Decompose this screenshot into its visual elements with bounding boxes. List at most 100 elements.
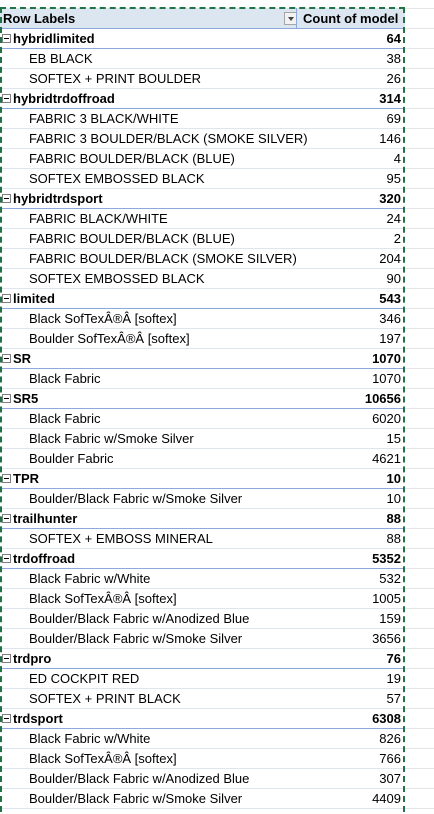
item-label: EB BLACK [29, 51, 93, 66]
pivot-group-row[interactable]: SR5 10656 [0, 389, 405, 409]
item-count: 2 [393, 231, 401, 246]
pivot-item-row[interactable]: SOFTEX + EMBOSS MINERAL 88 [0, 529, 405, 549]
gridline [405, 328, 434, 329]
row-labels-header[interactable]: Row Labels [3, 11, 76, 26]
item-count: 4 [393, 151, 401, 166]
group-total: 1070 [372, 351, 401, 366]
collapse-icon[interactable] [2, 354, 11, 364]
adjacent-column[interactable] [405, 0, 434, 814]
collapse-icon[interactable] [2, 394, 11, 404]
item-label: SOFTEX EMBOSSED BLACK [29, 171, 205, 186]
gridline [405, 8, 434, 9]
gridline [405, 668, 434, 669]
gridline [405, 748, 434, 749]
pivot-group-row[interactable]: hybridtrdoffroad 314 [0, 89, 405, 109]
item-count: 15 [386, 431, 401, 446]
group-total: 10 [386, 471, 401, 486]
item-label: Black SofTexÂ®Â [softex] [29, 751, 177, 766]
pivot-item-row[interactable]: Black Fabric 6020 [0, 409, 405, 429]
pivot-item-row[interactable]: SOFTEX EMBOSSED BLACK 90 [0, 269, 405, 289]
group-label: limited [2, 289, 55, 309]
gridline [405, 128, 434, 129]
pivot-table[interactable]: Row Labels Count of model hybridlimited 6… [0, 8, 405, 809]
group-total: 5352 [372, 551, 401, 566]
item-label: SOFTEX + PRINT BOULDER [29, 71, 202, 86]
pivot-item-row[interactable]: Boulder Fabric 4621 [0, 449, 405, 469]
gridline [405, 188, 434, 189]
pivot-item-row[interactable]: FABRIC BOULDER/BLACK (BLUE) 2 [0, 229, 405, 249]
gridline [405, 308, 434, 309]
gridline [405, 708, 434, 709]
pivot-item-row[interactable]: Boulder SofTexÂ®Â [softex] 197 [0, 329, 405, 349]
pivot-item-row[interactable]: FABRIC BOULDER/BLACK (SMOKE SILVER) 204 [0, 249, 405, 269]
count-header[interactable]: Count of model [303, 11, 399, 26]
pivot-item-row[interactable]: SOFTEX + PRINT BLACK 57 [0, 689, 405, 709]
group-label: trdsport [2, 709, 63, 729]
collapse-icon[interactable] [2, 554, 11, 564]
pivot-group-row[interactable]: hybridtrdsport 320 [0, 189, 405, 209]
collapse-icon[interactable] [2, 654, 11, 664]
group-label: hybridtrdsport [2, 189, 103, 209]
pivot-group-row[interactable]: trdsport 6308 [0, 709, 405, 729]
pivot-group-row[interactable]: trdpro 76 [0, 649, 405, 669]
collapse-icon[interactable] [2, 194, 11, 204]
pivot-item-row[interactable]: Boulder/Black Fabric w/Smoke Silver 3656 [0, 629, 405, 649]
collapse-icon[interactable] [2, 294, 11, 304]
pivot-item-row[interactable]: FABRIC 3 BLACK/WHITE 69 [0, 109, 405, 129]
item-label: Boulder Fabric [29, 451, 114, 466]
collapse-icon[interactable] [2, 514, 11, 524]
pivot-item-row[interactable]: FABRIC BLACK/WHITE 24 [0, 209, 405, 229]
item-count: 26 [386, 71, 401, 86]
collapse-icon[interactable] [2, 714, 11, 724]
pivot-item-row[interactable]: Black Fabric 1070 [0, 369, 405, 389]
item-count: 10 [386, 491, 401, 506]
pivot-item-row[interactable]: Boulder/Black Fabric w/Anodized Blue 159 [0, 609, 405, 629]
pivot-item-row[interactable]: FABRIC BOULDER/BLACK (BLUE) 4 [0, 149, 405, 169]
pivot-item-row[interactable]: EB BLACK 38 [0, 49, 405, 69]
item-label: Black Fabric [29, 411, 101, 426]
pivot-group-row[interactable]: TPR 10 [0, 469, 405, 489]
pivot-item-row[interactable]: Black Fabric w/White 532 [0, 569, 405, 589]
collapse-icon[interactable] [2, 34, 11, 44]
group-label: hybridlimited [2, 29, 95, 49]
pivot-group-row[interactable]: limited 543 [0, 289, 405, 309]
item-label: FABRIC 3 BOULDER/BLACK (SMOKE SILVER) [29, 131, 308, 146]
item-label: SOFTEX EMBOSSED BLACK [29, 271, 205, 286]
gridline [405, 788, 434, 789]
item-label: Boulder/Black Fabric w/Smoke Silver [29, 791, 243, 806]
pivot-item-row[interactable]: ED COCKPIT RED 19 [0, 669, 405, 689]
group-total: 320 [379, 191, 401, 206]
item-label: FABRIC BLACK/WHITE [29, 211, 168, 226]
pivot-group-row[interactable]: trailhunter 88 [0, 509, 405, 529]
item-count: 1070 [372, 371, 401, 386]
pivot-item-row[interactable]: Boulder/Black Fabric w/Smoke Silver 10 [0, 489, 405, 509]
pivot-item-row[interactable]: FABRIC 3 BOULDER/BLACK (SMOKE SILVER) 146 [0, 129, 405, 149]
pivot-group-row[interactable]: SR 1070 [0, 349, 405, 369]
pivot-item-row[interactable]: Boulder/Black Fabric w/Anodized Blue 307 [0, 769, 405, 789]
item-label: Black Fabric [29, 371, 101, 386]
item-label: FABRIC 3 BLACK/WHITE [29, 111, 179, 126]
pivot-item-row[interactable]: Black SofTexÂ®Â [softex] 346 [0, 309, 405, 329]
group-name: limited [13, 291, 55, 306]
gridline [405, 428, 434, 429]
pivot-item-row[interactable]: Boulder/Black Fabric w/Smoke Silver 4409 [0, 789, 405, 809]
pivot-item-row[interactable]: SOFTEX + PRINT BOULDER 26 [0, 69, 405, 89]
group-label: TPR [2, 469, 39, 489]
gridline [405, 148, 434, 149]
item-label: Boulder/Black Fabric w/Anodized Blue [29, 611, 250, 626]
pivot-item-row[interactable]: Black SofTexÂ®Â [softex] 766 [0, 749, 405, 769]
group-total: 88 [386, 511, 401, 526]
item-label: Black SofTexÂ®Â [softex] [29, 591, 177, 606]
gridline [405, 48, 434, 49]
collapse-icon[interactable] [2, 94, 11, 104]
pivot-item-row[interactable]: SOFTEX EMBOSSED BLACK 95 [0, 169, 405, 189]
pivot-item-row[interactable]: Black Fabric w/White 826 [0, 729, 405, 749]
pivot-group-row[interactable]: trdoffroad 5352 [0, 549, 405, 569]
item-label: Boulder/Black Fabric w/Smoke Silver [29, 491, 243, 506]
pivot-group-row[interactable]: hybridlimited 64 [0, 29, 405, 49]
pivot-item-row[interactable]: Black Fabric w/Smoke Silver 15 [0, 429, 405, 449]
pivot-item-row[interactable]: Black SofTexÂ®Â [softex] 1005 [0, 589, 405, 609]
collapse-icon[interactable] [2, 474, 11, 484]
group-label: SR5 [2, 389, 38, 409]
